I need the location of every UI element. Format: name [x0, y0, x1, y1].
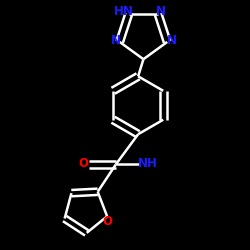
Text: N: N [110, 34, 120, 47]
Text: O: O [78, 157, 88, 170]
Text: HN: HN [114, 6, 134, 18]
Text: N: N [166, 34, 176, 47]
Text: NH: NH [138, 157, 157, 170]
Text: N: N [156, 6, 166, 18]
Text: O: O [102, 215, 112, 228]
